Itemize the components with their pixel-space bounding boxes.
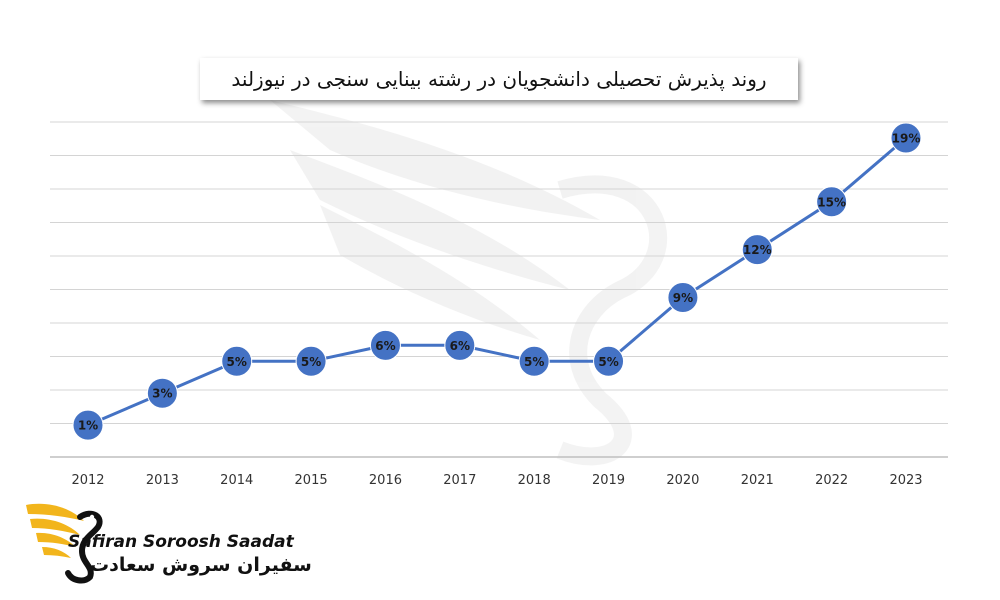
watermark-logo xyxy=(270,100,668,466)
chart-title: روند پذیرش تحصیلی دانشجویان در رشته بینا… xyxy=(200,58,798,100)
x-tick-label: 2022 xyxy=(815,473,848,488)
data-markers: 1% 3% 5% 5% 6% 6% 5% 5% 9% 12% 15% 19% xyxy=(72,122,922,441)
data-point xyxy=(444,329,476,361)
x-axis-tick-labels: 2012 2013 2014 2015 2016 2017 2018 2019 2020 2021… xyxy=(71,473,922,488)
x-tick-label: 2014 xyxy=(220,473,253,488)
x-tick-label: 2019 xyxy=(592,473,625,488)
x-tick-label: 2018 xyxy=(518,473,551,488)
data-label: 6% xyxy=(450,339,470,353)
data-point xyxy=(72,409,104,441)
data-point xyxy=(593,345,625,377)
data-label: 9% xyxy=(673,291,693,305)
gridlines xyxy=(50,121,948,424)
data-point xyxy=(146,377,178,409)
data-point xyxy=(295,345,327,377)
data-point xyxy=(667,281,699,313)
data-label: 5% xyxy=(227,355,247,369)
data-point xyxy=(221,345,253,377)
x-tick-label: 2021 xyxy=(741,473,774,488)
data-label: 15% xyxy=(817,195,846,209)
brand-name-fa: سفیران سروش سعادت xyxy=(90,554,312,576)
data-label: 19% xyxy=(892,131,921,145)
data-label: 5% xyxy=(301,355,321,369)
data-label: 5% xyxy=(598,355,618,369)
data-point xyxy=(369,329,401,361)
data-label: 5% xyxy=(524,355,544,369)
x-tick-label: 2020 xyxy=(666,473,699,488)
x-tick-label: 2013 xyxy=(146,473,179,488)
brand-name-en: Safiran Soroosh Saadat xyxy=(68,532,294,552)
x-tick-label: 2012 xyxy=(71,473,104,488)
data-label: 1% xyxy=(78,419,98,433)
data-label: 12% xyxy=(743,243,772,257)
x-tick-label: 2023 xyxy=(889,473,922,488)
x-tick-label: 2017 xyxy=(443,473,476,488)
data-label: 6% xyxy=(375,339,395,353)
x-tick-label: 2016 xyxy=(369,473,402,488)
data-point xyxy=(890,122,922,154)
data-point xyxy=(816,186,848,218)
data-label: 3% xyxy=(152,387,172,401)
data-point xyxy=(741,234,773,266)
x-tick-label: 2015 xyxy=(295,473,328,488)
data-point xyxy=(518,345,550,377)
wing-swan-logo-icon xyxy=(26,503,103,584)
